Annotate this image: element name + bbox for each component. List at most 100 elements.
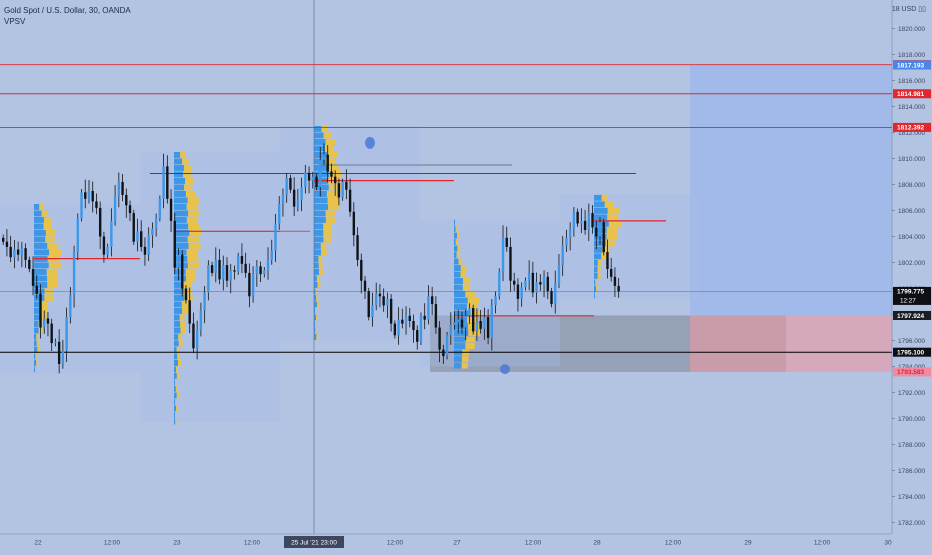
candle-body bbox=[113, 196, 117, 221]
candle-body bbox=[292, 189, 296, 207]
candle-body bbox=[39, 293, 42, 328]
profile-bar-buy bbox=[314, 145, 325, 152]
profile-bar-sell bbox=[180, 152, 186, 158]
profile-bar-buy bbox=[314, 262, 319, 269]
candle-body bbox=[397, 319, 400, 336]
profile-bar-sell bbox=[467, 304, 478, 310]
profile-bar-buy bbox=[34, 321, 39, 327]
profile-bar-sell bbox=[467, 297, 479, 304]
candle-body bbox=[188, 300, 191, 324]
time-tick-label: 22 bbox=[34, 540, 42, 547]
profile-bar-sell bbox=[186, 204, 197, 210]
candle-body bbox=[263, 270, 266, 275]
candle-body bbox=[356, 235, 359, 260]
candle-body bbox=[57, 341, 61, 364]
candle-body bbox=[162, 166, 165, 199]
profile-bar-buy bbox=[454, 317, 468, 323]
candle-body bbox=[233, 270, 236, 272]
profile-bar-buy bbox=[174, 412, 176, 418]
price-label-text: 1795.100 bbox=[897, 350, 924, 357]
price-tick-label: 1810.000 bbox=[898, 156, 925, 163]
profile-bar-sell bbox=[328, 204, 340, 210]
profile-bar-sell bbox=[183, 282, 192, 288]
candle-body bbox=[281, 194, 285, 204]
profile-bar-sell bbox=[180, 321, 186, 327]
profile-bar-sell bbox=[316, 334, 319, 340]
profile-bar-buy bbox=[594, 246, 603, 253]
profile-bar-sell bbox=[327, 165, 339, 171]
profile-bar-buy bbox=[314, 217, 326, 223]
candle-body bbox=[419, 315, 423, 342]
candle-body bbox=[46, 318, 50, 324]
volume-profile-5 bbox=[560, 194, 700, 299]
profile-bar-buy bbox=[454, 362, 462, 369]
price-label-box bbox=[893, 347, 931, 357]
profile-bar-sell bbox=[327, 197, 339, 204]
candle-body bbox=[173, 220, 176, 268]
candle-body bbox=[464, 315, 467, 328]
candle-body bbox=[423, 315, 426, 320]
candle-body bbox=[591, 213, 594, 228]
candle-body bbox=[296, 200, 300, 207]
price-label-text: 1812.392 bbox=[897, 125, 924, 132]
profile-bar-buy bbox=[594, 285, 597, 292]
profile-bar-buy bbox=[454, 265, 461, 271]
profile-bar-buy bbox=[314, 321, 316, 327]
profile-bar-buy bbox=[454, 297, 468, 304]
profile-bar-buy bbox=[34, 353, 36, 360]
candle-body bbox=[348, 189, 352, 212]
volume-profile-3 bbox=[280, 126, 454, 341]
candle-body bbox=[367, 291, 370, 318]
candle-body bbox=[416, 330, 419, 342]
profile-bar-sell bbox=[326, 191, 338, 197]
candle-body bbox=[401, 319, 404, 324]
candle-body bbox=[337, 183, 341, 198]
candle-body bbox=[43, 318, 46, 328]
candle-body bbox=[471, 308, 475, 332]
profile-bar-buy bbox=[594, 266, 598, 273]
time-tick-label: 30 bbox=[884, 540, 892, 547]
price-label: 1814.981 bbox=[893, 89, 931, 99]
candle-body bbox=[475, 321, 479, 332]
profile-bar-sell bbox=[46, 269, 58, 275]
candle-body bbox=[319, 159, 322, 188]
profile-bar-buy bbox=[174, 386, 176, 392]
candle-body bbox=[91, 191, 94, 202]
profile-bar-sell bbox=[595, 292, 596, 299]
candle-body bbox=[509, 246, 512, 281]
swing-low-marker[interactable] bbox=[500, 364, 510, 375]
candle-body bbox=[352, 211, 356, 236]
time-tick-label: 12:00 bbox=[104, 540, 121, 547]
profile-bar-buy bbox=[594, 279, 596, 286]
candle-body bbox=[9, 246, 12, 258]
candle-body bbox=[568, 228, 572, 238]
profile-bar-buy bbox=[454, 219, 456, 226]
profile-bar-sell bbox=[597, 272, 601, 279]
candle-body bbox=[218, 259, 221, 280]
candle-body bbox=[65, 317, 68, 351]
profile-bar-buy bbox=[314, 327, 316, 334]
price-tick-label: 1812.000 bbox=[898, 130, 925, 137]
candle-body bbox=[285, 178, 288, 195]
profile-bar-buy bbox=[174, 269, 186, 275]
profile-bar-sell bbox=[606, 233, 617, 240]
profile-bar-buy bbox=[174, 152, 181, 158]
candle-body bbox=[121, 181, 124, 195]
profile-bar-sell bbox=[184, 295, 193, 301]
swing-high-marker[interactable] bbox=[365, 136, 375, 149]
candle-body bbox=[554, 283, 557, 305]
profile-bar-buy bbox=[34, 360, 37, 366]
price-axis[interactable]: 1820.000 1818.000 1816.000 1814.000 1812.000… bbox=[891, 0, 932, 550]
profile-bar-sell bbox=[186, 217, 198, 223]
time-axis[interactable]: 22 12:00 23 12:00 25 Jul '21 23:00 12:00 27 12:… bbox=[0, 533, 932, 550]
profile-bar-buy bbox=[314, 230, 324, 236]
price-tick-label: 1786.000 bbox=[898, 468, 925, 475]
candle-body bbox=[24, 248, 27, 260]
price-tick-label: 1814.000 bbox=[898, 104, 925, 111]
profile-bar-buy bbox=[34, 249, 50, 256]
profile-bar-sell bbox=[317, 301, 320, 308]
profile-bar-sell bbox=[183, 171, 191, 178]
candle-body bbox=[580, 220, 583, 224]
